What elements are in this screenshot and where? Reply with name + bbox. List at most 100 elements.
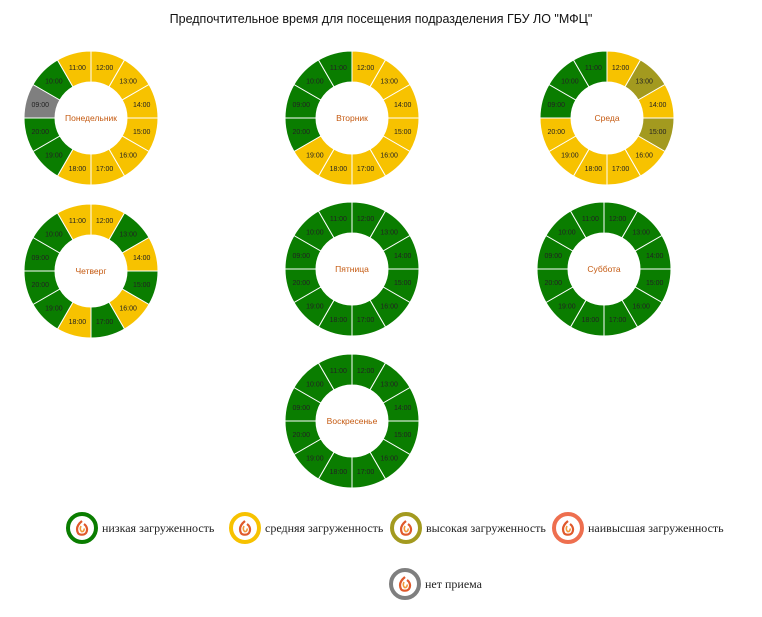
time-label: 14:00 bbox=[394, 102, 412, 109]
time-label: 13:00 bbox=[119, 231, 137, 238]
time-label: 15:00 bbox=[133, 282, 151, 289]
time-label: 09:00 bbox=[548, 102, 566, 109]
time-label: 13:00 bbox=[635, 78, 653, 85]
time-label: 09:00 bbox=[32, 255, 50, 262]
time-label: 15:00 bbox=[394, 432, 412, 439]
time-label: 17:00 bbox=[357, 317, 375, 324]
time-label: 18:00 bbox=[582, 317, 600, 324]
mfc-logo-icon bbox=[238, 520, 252, 536]
time-label: 20:00 bbox=[32, 282, 50, 289]
donut-segment-4-1100 bbox=[56, 203, 92, 241]
day-label: Среда bbox=[594, 113, 619, 123]
mfc-logo-icon bbox=[561, 520, 575, 536]
time-label: 18:00 bbox=[330, 317, 348, 324]
time-label: 15:00 bbox=[133, 129, 151, 136]
time-label: 09:00 bbox=[293, 102, 311, 109]
time-label: 11:00 bbox=[330, 216, 347, 223]
time-label: 20:00 bbox=[548, 129, 566, 136]
time-label: 20:00 bbox=[293, 432, 311, 439]
donut-segment-7-1100 bbox=[317, 353, 353, 391]
time-label: 20:00 bbox=[293, 280, 311, 287]
time-label: 15:00 bbox=[394, 129, 412, 136]
legend-item-medium: средняя загруженность bbox=[229, 510, 383, 546]
time-label: 13:00 bbox=[380, 78, 398, 85]
time-label: 11:00 bbox=[330, 368, 347, 375]
donut-segment-2-1100 bbox=[317, 50, 353, 88]
legend-label-low: низкая загруженность bbox=[102, 520, 215, 535]
time-label: 09:00 bbox=[293, 405, 311, 412]
time-label: 09:00 bbox=[293, 253, 311, 260]
time-label: 12:00 bbox=[609, 216, 627, 223]
time-label: 18:00 bbox=[330, 469, 348, 476]
time-label: 10:00 bbox=[306, 229, 324, 236]
donut-4: 12:00 13:00 14:00 15:00 16:00 17:00 18:00 19:00… bbox=[23, 203, 159, 339]
time-label: 17:00 bbox=[609, 317, 627, 324]
time-label: 18:00 bbox=[330, 166, 348, 173]
time-label: 14:00 bbox=[394, 253, 412, 260]
time-label: 12:00 bbox=[357, 368, 375, 375]
donut-segment-1-1100 bbox=[56, 50, 92, 88]
time-label: 10:00 bbox=[45, 78, 63, 85]
legend-icon-low bbox=[66, 512, 98, 544]
legend-item-closed: нет приема bbox=[389, 566, 482, 602]
mfc-logo-icon bbox=[398, 576, 412, 592]
legend-item-low: низкая загруженность bbox=[66, 510, 214, 546]
time-label: 19:00 bbox=[561, 153, 579, 160]
legend-label-high: высокая загруженность bbox=[426, 520, 546, 535]
time-label: 09:00 bbox=[545, 253, 563, 260]
time-label: 15:00 bbox=[646, 280, 664, 287]
day-label: Воскресенье bbox=[327, 416, 378, 426]
time-label: 12:00 bbox=[612, 65, 630, 72]
time-label: 19:00 bbox=[558, 304, 576, 311]
legend-item-high: высокая загруженность bbox=[390, 510, 546, 546]
day-label: Понедельник bbox=[65, 113, 117, 123]
donut-7: 12:00 13:00 14:00 15:00 16:00 17:00 18:00 19:00… bbox=[284, 353, 420, 489]
mfc-logo-icon bbox=[399, 520, 413, 536]
time-label: 14:00 bbox=[394, 405, 412, 412]
time-label: 10:00 bbox=[306, 78, 324, 85]
day-label: Пятница bbox=[335, 264, 369, 274]
chart-title: Предпочтительное время для посещения под… bbox=[169, 12, 593, 26]
time-label: 11:00 bbox=[582, 216, 599, 223]
time-label: 19:00 bbox=[306, 153, 324, 160]
legend-label-highest: наивысшая загруженность bbox=[588, 520, 724, 535]
time-label: 14:00 bbox=[133, 255, 151, 262]
time-label: 10:00 bbox=[306, 381, 324, 388]
time-label: 13:00 bbox=[380, 381, 398, 388]
time-label: 15:00 bbox=[649, 129, 667, 136]
time-label: 13:00 bbox=[119, 78, 137, 85]
time-label: 18:00 bbox=[585, 166, 603, 173]
time-label: 19:00 bbox=[306, 456, 324, 463]
time-label: 12:00 bbox=[96, 65, 114, 72]
time-label: 10:00 bbox=[45, 231, 63, 238]
time-label: 20:00 bbox=[293, 129, 311, 136]
time-label: 15:00 bbox=[394, 280, 412, 287]
time-label: 11:00 bbox=[585, 65, 602, 72]
donut-segment-6-1100 bbox=[569, 201, 605, 239]
time-label: 16:00 bbox=[635, 153, 653, 160]
time-label: 16:00 bbox=[380, 153, 398, 160]
donut-3: 12:00 13:00 14:00 15:00 16:00 17:00 18:00 19:00… bbox=[539, 50, 675, 186]
legend-icon-medium bbox=[229, 512, 261, 544]
time-label: 19:00 bbox=[45, 153, 63, 160]
time-label: 17:00 bbox=[357, 469, 375, 476]
donut-1: 12:00 13:00 14:00 15:00 16:00 17:00 18:00 19:00… bbox=[23, 50, 159, 186]
time-label: 16:00 bbox=[119, 306, 137, 313]
time-label: 18:00 bbox=[69, 166, 87, 173]
donut-5: 12:00 13:00 14:00 15:00 16:00 17:00 18:00 19:00… bbox=[284, 201, 420, 337]
time-label: 12:00 bbox=[357, 65, 375, 72]
time-label: 12:00 bbox=[96, 218, 114, 225]
day-label: Вторник bbox=[336, 113, 368, 123]
time-label: 13:00 bbox=[380, 229, 398, 236]
legend-item-highest: наивысшая загруженность bbox=[552, 510, 724, 546]
time-label: 14:00 bbox=[646, 253, 664, 260]
time-label: 11:00 bbox=[69, 218, 86, 225]
time-label: 18:00 bbox=[69, 319, 87, 326]
donut-6: 12:00 13:00 14:00 15:00 16:00 17:00 18:00 19:00… bbox=[536, 201, 672, 337]
time-label: 10:00 bbox=[561, 78, 579, 85]
time-label: 14:00 bbox=[649, 102, 667, 109]
donut-segment-3-1100 bbox=[572, 50, 608, 88]
time-label: 10:00 bbox=[558, 229, 576, 236]
time-label: 19:00 bbox=[306, 304, 324, 311]
